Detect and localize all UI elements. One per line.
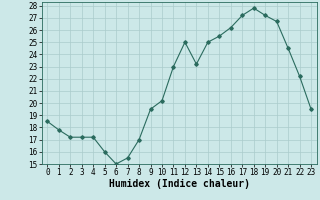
X-axis label: Humidex (Indice chaleur): Humidex (Indice chaleur) <box>109 179 250 189</box>
